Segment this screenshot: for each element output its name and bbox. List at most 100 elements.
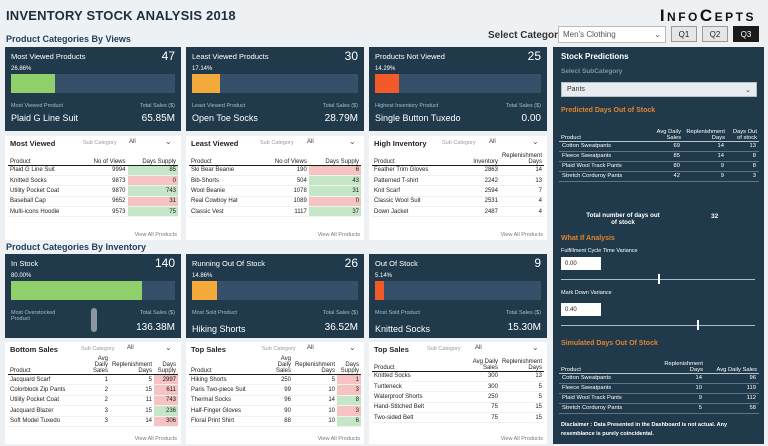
col-header[interactable]: Replenishment Days — [683, 117, 727, 142]
table-row[interactable]: Thermal Socks 96 14 8 — [189, 395, 361, 407]
col-header[interactable]: Inventory — [457, 150, 500, 166]
table-row[interactable]: Bib-Shorts 504 43 — [189, 175, 361, 187]
subcategory-dropdown[interactable]: Pants ⌄ — [561, 82, 757, 97]
chevron-down-icon[interactable]: ⌄ — [349, 137, 356, 146]
chevron-down-icon[interactable]: ⌄ — [165, 137, 172, 146]
table-row[interactable]: Classic Wool Suit 2531 4 — [372, 196, 544, 208]
table-row[interactable]: Utility Pocket Coat 9870 743 — [8, 185, 178, 197]
subcategory-value[interactable]: All — [475, 345, 482, 351]
table-row[interactable]: Cotton Sweatpants 14 96 — [559, 373, 759, 384]
col-header[interactable]: Product — [372, 150, 458, 166]
col-header[interactable]: Product — [8, 356, 82, 375]
table-row[interactable]: Patterned T-shirt 2242 13 — [372, 175, 544, 187]
subcategory-value[interactable]: All — [489, 139, 496, 145]
fulfillment-slider-handle[interactable] — [658, 274, 660, 284]
col-header[interactable]: Days Supply — [337, 356, 361, 375]
col-header[interactable]: Avg Daily Sales — [469, 356, 500, 372]
col-header[interactable]: Avg Daily Sales — [649, 117, 683, 142]
table-row[interactable]: Soft Model Tuxedo 3 14 306 — [8, 416, 178, 427]
table-cell: 10 — [655, 383, 705, 394]
col-header[interactable]: Avg Daily Sales — [705, 349, 759, 374]
col-header[interactable]: Product — [372, 356, 470, 372]
view-all-link[interactable]: View All Products — [134, 232, 177, 238]
table-row[interactable]: Waterproof Shorts 250 5 — [372, 391, 544, 403]
table-row[interactable]: Jacquard Scarf 1 5 2997 — [8, 374, 178, 386]
table-row[interactable]: Feather Trim Gloves 2863 14 — [372, 165, 544, 176]
col-header[interactable]: Product — [559, 117, 649, 142]
table-row[interactable]: Utility Pocket Coat 2 11 743 — [8, 395, 178, 407]
view-all-link[interactable]: View All Products — [134, 436, 177, 442]
col-header[interactable]: Days Out of stock — [727, 117, 759, 142]
subcategory-value[interactable]: All — [307, 139, 314, 145]
table-row[interactable]: Stretch Corduroy Pants 42 9 3 — [559, 171, 759, 182]
subcategory-value[interactable]: All — [307, 345, 314, 351]
chevron-down-icon[interactable]: ⌄ — [165, 343, 172, 352]
quarter-button-q1[interactable]: Q1 — [671, 26, 697, 42]
view-all-link[interactable]: View All Products — [500, 436, 543, 442]
col-header[interactable]: Product — [559, 349, 655, 374]
table-row[interactable]: Paris Two-piece Suit 99 10 3 — [189, 384, 361, 396]
table-row[interactable]: Stretch Corduroy Pants 5 58 — [559, 403, 759, 414]
view-all-link[interactable]: View All Products — [317, 232, 360, 238]
quarter-button-q2[interactable]: Q2 — [702, 26, 728, 42]
col-header[interactable]: Replenishment Days — [655, 349, 705, 374]
table-row[interactable]: Jacquard Blazer 3 15 236 — [8, 405, 178, 417]
table-row[interactable]: Knitted Socks 300 13 — [372, 371, 544, 382]
col-header[interactable]: Replenishment Days — [292, 356, 337, 375]
table-row[interactable]: Hiking Shorts 250 5 1 — [189, 374, 361, 386]
quarter-button-q3[interactable]: Q3 — [733, 26, 759, 42]
markdown-input[interactable]: 0.40 — [561, 303, 601, 316]
subcategory-value[interactable]: All — [127, 345, 134, 351]
table-row[interactable]: Down Jacket 2487 4 — [372, 206, 544, 218]
table-cell: 3 — [337, 384, 361, 396]
table-row[interactable]: Half-Finger Gloves 90 10 3 — [189, 405, 361, 417]
markdown-slider-handle[interactable] — [696, 320, 699, 330]
table-row[interactable]: Ski Bear Beanie 190 6 — [189, 165, 361, 176]
table-row[interactable]: Hand-Stitched Belt 75 15 — [372, 402, 544, 414]
table-row[interactable]: Plaid G Line Suit 9994 85 — [8, 165, 178, 176]
markdown-slider-track[interactable] — [561, 325, 755, 326]
col-header[interactable]: Product — [8, 150, 80, 166]
table-row[interactable]: Fleece Sweatpants 10 119 — [559, 383, 759, 394]
col-header[interactable]: Avg Daily Sales — [81, 356, 110, 375]
table-row[interactable]: Plaid Wool Track Pants 80 9 8 — [559, 161, 759, 172]
fulfillment-input[interactable]: 0.00 — [561, 257, 601, 270]
panel-title: Bottom Sales — [10, 345, 58, 354]
chevron-down-icon[interactable]: ⌄ — [532, 137, 539, 146]
category-dropdown[interactable]: Men's Clothing ⌄ — [558, 26, 666, 43]
chevron-down-icon[interactable]: ⌄ — [532, 343, 539, 352]
col-header[interactable]: Days Supply — [308, 150, 361, 166]
table-row[interactable]: Knit Scarf 2594 7 — [372, 185, 544, 197]
col-header[interactable]: No of Views — [79, 150, 128, 166]
table-row[interactable]: Multi-icons Hoodie 9573 75 — [8, 206, 178, 218]
col-header[interactable]: Replenishment Days — [499, 356, 544, 372]
table-row[interactable]: Colorblock Zip Pants 2 15 611 — [8, 384, 178, 396]
col-header[interactable]: Avg Daily Sales — [264, 356, 293, 375]
col-header[interactable]: No of Views — [259, 150, 309, 166]
table-row[interactable]: Wool Beanie 1078 31 — [189, 185, 361, 197]
table-cell: Classic Vest — [189, 206, 260, 218]
table-cell: Half-Finger Gloves — [189, 405, 265, 417]
table-cell: 9652 — [79, 196, 128, 208]
view-all-link[interactable]: View All Products — [500, 232, 543, 238]
table-row[interactable]: Baseball Cap 9652 31 — [8, 196, 178, 208]
table-row[interactable]: Fleece Sweatpants 85 14 8 — [559, 151, 759, 162]
table-row[interactable]: Real Cowboy Hat 1089 0 — [189, 196, 361, 208]
table-row[interactable]: Turtleneck 300 5 — [372, 381, 544, 393]
scroll-handle[interactable] — [91, 308, 97, 332]
col-header[interactable]: Product — [189, 356, 265, 375]
col-header[interactable]: Days Supply — [154, 356, 178, 375]
col-header[interactable]: Days Supply — [127, 150, 178, 166]
chevron-down-icon[interactable]: ⌄ — [349, 343, 356, 352]
subcategory-value[interactable]: All — [129, 139, 136, 145]
table-row[interactable]: Two-sided Belt 75 15 — [372, 412, 544, 424]
col-header[interactable]: Replenishment Days — [499, 150, 544, 166]
table-row[interactable]: Floral Print Shirt 88 10 6 — [189, 416, 361, 427]
table-row[interactable]: Cotton Sweatpants 69 14 13 — [559, 141, 759, 152]
col-header[interactable]: Product — [189, 150, 260, 166]
view-all-link[interactable]: View All Products — [317, 436, 360, 442]
col-header[interactable]: Replenishment Days — [109, 356, 154, 375]
table-row[interactable]: Plaid Wool Track Pants 9 112 — [559, 393, 759, 404]
table-row[interactable]: Classic Vest 1117 37 — [189, 206, 361, 218]
table-row[interactable]: Knitted Socks 9873 0 — [8, 175, 178, 187]
